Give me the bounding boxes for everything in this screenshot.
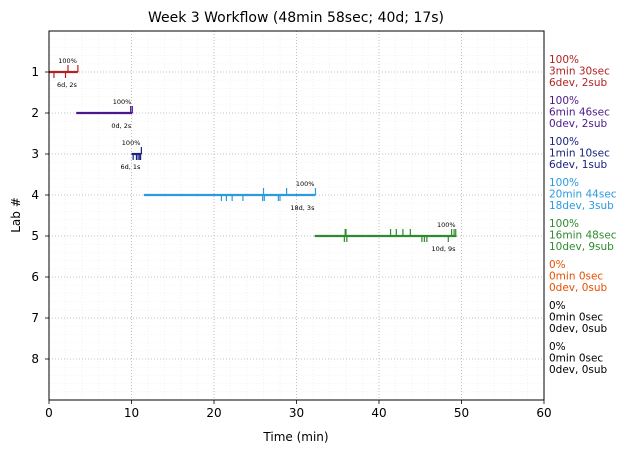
lab-4-summary-line: 20min 44sec	[549, 189, 617, 201]
lab-7-summary-line: 0min 0sec	[549, 312, 603, 324]
y-tick-label: 2	[31, 106, 39, 120]
y-tick-label: 6	[31, 270, 39, 284]
lab-1-percent-label: 100%	[58, 57, 77, 65]
lab-5-counts-label: 10d, 9s	[431, 245, 456, 253]
lab-3-summary-line: 100%	[549, 136, 579, 148]
lab-3-summary-line: 1min 10sec	[549, 148, 610, 160]
lab-4-summary-line: 100%	[549, 177, 579, 189]
lab-1-summary-line: 100%	[549, 54, 579, 66]
lab-2-summary-line: 6min 46sec	[549, 107, 610, 119]
lab-7-summary-line: 0dev, 0sub	[549, 323, 608, 335]
lab-2-counts-label: 0d, 2s	[111, 122, 132, 130]
chart-title: Week 3 Workflow (48min 58sec; 40d; 17s)	[148, 10, 444, 26]
lab-2-summary-line: 0dev, 2sub	[549, 118, 608, 130]
x-tick-label: 50	[454, 406, 469, 420]
grid	[49, 31, 544, 400]
lab-4-percent-label: 100%	[296, 180, 315, 188]
y-tick-label: 3	[31, 147, 39, 161]
x-tick-label: 0	[45, 406, 53, 420]
x-tick-label: 60	[536, 406, 551, 420]
lab-6-summary-line: 0dev, 0sub	[549, 282, 608, 294]
y-tick-label: 5	[31, 229, 39, 243]
lab-3-counts-label: 6d, 1s	[120, 163, 141, 171]
lab-7-summary-line: 0%	[549, 300, 566, 312]
axis-ticks: 0 10 20 30 40 50 60 1 2 3 4 5 6 7 8	[31, 65, 551, 420]
plot-frame	[48, 30, 545, 401]
lab-1-summary-line: 3min 30sec	[549, 66, 610, 78]
lab-5-summary-line: 16min 48sec	[549, 230, 617, 242]
lab-3-summary-line: 6dev, 1sub	[549, 159, 608, 171]
y-tick-label: 1	[31, 65, 39, 79]
lab-3-percent-label: 100%	[122, 139, 141, 147]
x-axis-label: Time (min)	[262, 430, 328, 444]
x-tick-label: 10	[124, 406, 139, 420]
lab-6-summary-line: 0%	[549, 259, 566, 271]
y-tick-label: 8	[31, 352, 39, 366]
x-tick-label: 40	[371, 406, 386, 420]
lab-1-counts-label: 6d, 2s	[57, 81, 78, 89]
lab-5-percent-label: 100%	[437, 221, 456, 229]
x-tick-label: 30	[289, 406, 304, 420]
lab-2-percent-label: 100%	[113, 98, 132, 106]
lab-5-summary-line: 100%	[549, 218, 579, 230]
y-axis-label: Lab #	[9, 197, 23, 233]
lab-2-summary-line: 100%	[549, 95, 579, 107]
lab-1-summary-line: 6dev, 2sub	[549, 77, 608, 89]
lab-4-summary-line: 18dev, 3sub	[549, 200, 614, 212]
y-tick-label: 4	[31, 188, 39, 202]
x-tick-label: 20	[206, 406, 221, 420]
lab-8-summary-line: 0dev, 0sub	[549, 364, 608, 376]
y-tick-label: 7	[31, 311, 39, 325]
lab-6-summary-line: 0min 0sec	[549, 271, 603, 283]
lab-bars: 100% 6d, 2s 100% 0d, 2s 100% 6d, 1s 100% 18d, 3…	[49, 57, 457, 253]
lab-4-counts-label: 18d, 3s	[290, 204, 315, 212]
lab-5-summary-line: 10dev, 9sub	[549, 241, 614, 253]
lab-8-summary-line: 0%	[549, 341, 566, 353]
lab-8-summary-line: 0min 0sec	[549, 353, 603, 365]
